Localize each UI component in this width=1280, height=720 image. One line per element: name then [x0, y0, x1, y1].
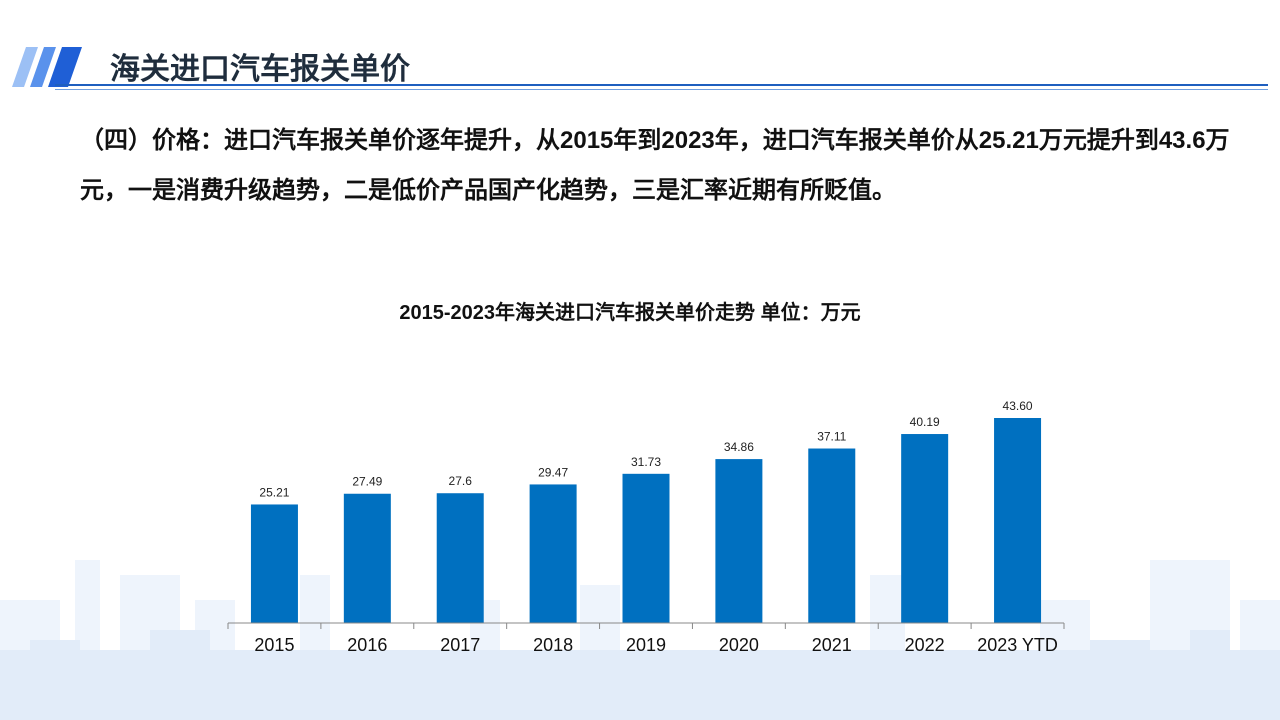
data-label: 27.49	[352, 475, 382, 489]
summary-text: （四）价格：进口汽车报关单价逐年提升，从2015年到2023年，进口汽车报关单价…	[80, 127, 1230, 204]
data-label: 27.6	[449, 474, 473, 488]
x-tick-label: 2022	[905, 635, 945, 655]
bar	[622, 473, 670, 623]
bar	[343, 493, 391, 623]
bar	[436, 493, 484, 623]
bar	[250, 504, 298, 623]
chart-title: 2015-2023年海关进口汽车报关单价走势 单位：万元	[399, 302, 861, 324]
x-tick-label: 2021	[812, 635, 852, 655]
bar	[529, 484, 577, 623]
data-label: 43.60	[1003, 399, 1033, 413]
page-title: 海关进口汽车报关单价	[110, 53, 410, 86]
x-tick-label: 2015	[254, 635, 294, 655]
data-label: 40.19	[910, 415, 940, 429]
x-tick-label: 2019	[626, 635, 666, 655]
x-tick-label: 2016	[347, 635, 387, 655]
x-tick-label: 2018	[533, 635, 573, 655]
header-stripes-decoration	[12, 47, 82, 87]
bar	[901, 434, 949, 623]
header-divider-thin	[55, 89, 1268, 90]
header-divider	[55, 84, 1268, 86]
bar	[994, 418, 1042, 623]
data-label: 25.21	[259, 485, 289, 499]
data-label: 29.47	[538, 465, 568, 479]
bar	[715, 459, 763, 623]
x-tick-label: 2023 YTD	[977, 635, 1058, 655]
data-label: 34.86	[724, 440, 754, 454]
data-label: 37.11	[817, 430, 846, 444]
bar	[808, 448, 856, 623]
x-tick-label: 2020	[719, 635, 759, 655]
data-label: 31.73	[631, 455, 661, 469]
x-tick-label: 2017	[440, 635, 480, 655]
